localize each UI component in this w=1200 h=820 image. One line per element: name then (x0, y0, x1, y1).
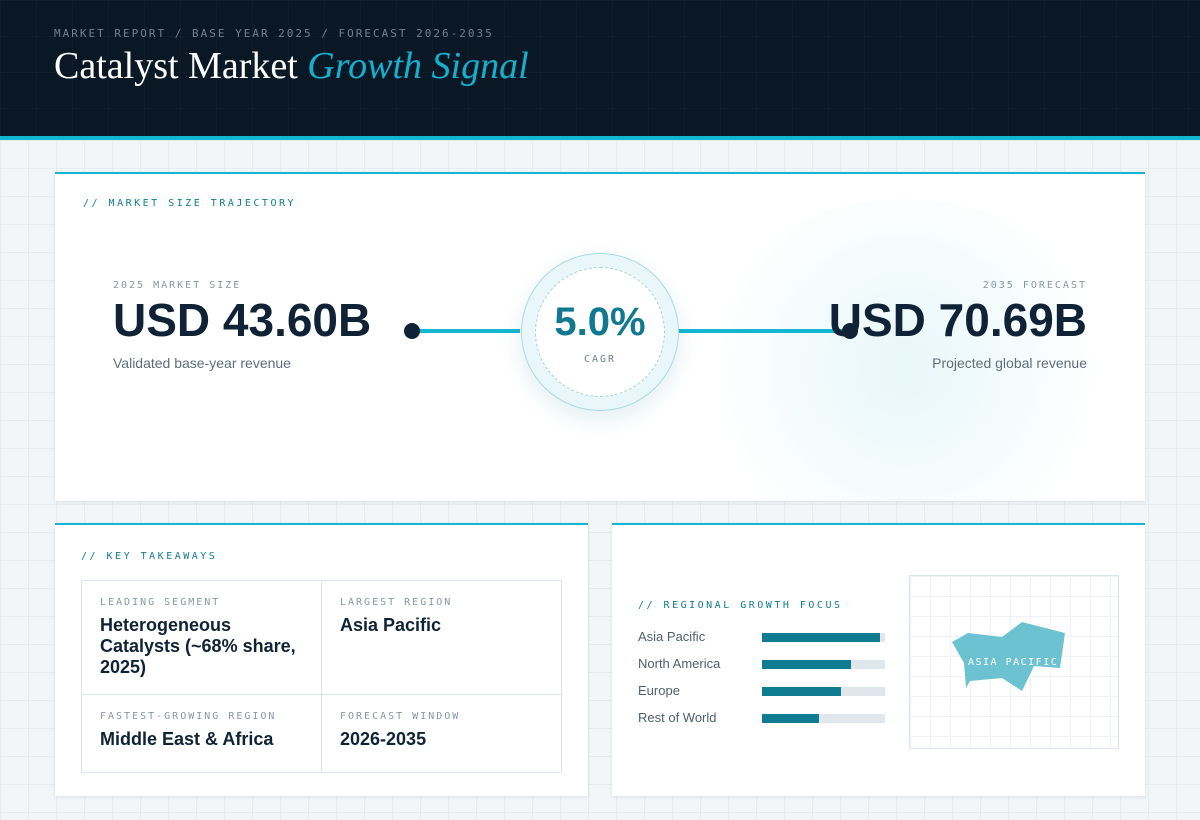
takeaway-largest-region: LARGEST REGION Asia Pacific (322, 581, 561, 695)
regional-bar-label: North America (638, 656, 721, 671)
regional-bar-label: Rest of World (638, 710, 717, 725)
title-accent: Growth Signal (307, 45, 529, 87)
regional-bar-row: North America (638, 656, 888, 683)
takeaway-forecast-window: FORECAST WINDOW 2026-2035 (322, 695, 561, 772)
takeaway-label: FORECAST WINDOW (340, 711, 461, 722)
takeaways-grid: LEADING SEGMENT Heterogeneous Catalysts … (81, 580, 562, 773)
cagr-badge-inner: 5.0% CAGR (535, 267, 665, 397)
base-year-metric: 2025 MARKET SIZE USD 43.60B Validated ba… (113, 280, 371, 371)
takeaway-value: 2026-2035 (340, 729, 427, 749)
forecast-label: 2035 FORECAST (982, 280, 1087, 291)
takeaway-value: Heterogeneous Catalysts (~68% share, 202… (100, 615, 296, 677)
regional-bar-track (762, 687, 885, 696)
takeaway-leading-segment: LEADING SEGMENT Heterogeneous Catalysts … (82, 581, 322, 695)
trajectory-line-left (412, 329, 520, 333)
key-takeaways-card: // KEY TAKEAWAYS LEADING SEGMENT Heterog… (55, 523, 588, 796)
regional-bar-fill (762, 687, 841, 696)
regional-bar-label: Asia Pacific (638, 629, 706, 644)
map-region-label: ASIA PACIFIC (968, 657, 1059, 668)
cagr-value: 5.0% (554, 300, 646, 344)
trajectory-end-dot (842, 323, 858, 339)
regional-growth-card: // REGIONAL GROWTH FOCUS Asia Pacific No… (612, 523, 1145, 796)
regional-bar-label: Europe (638, 683, 680, 698)
trajectory-start-dot (404, 323, 420, 339)
section-label-trajectory: // MARKET SIZE TRAJECTORY (83, 198, 297, 209)
title-main: Catalyst Market (54, 45, 298, 87)
regional-bar-fill (762, 714, 819, 723)
regional-bar-fill (762, 633, 881, 642)
market-size-trajectory-card: // MARKET SIZE TRAJECTORY 2025 MARKET SI… (55, 172, 1145, 501)
takeaway-fastest-growing-region: FASTEST-GROWING REGION Middle East & Afr… (82, 695, 322, 772)
regional-bar-row: Rest of World (638, 710, 888, 737)
takeaway-value: Asia Pacific (340, 615, 442, 635)
report-eyebrow: MARKET REPORT / BASE YEAR 2025 / FORECAS… (54, 27, 494, 40)
forecast-caption: Projected global revenue (932, 355, 1087, 371)
trajectory-line-right (663, 329, 853, 333)
regional-bar-track (762, 660, 885, 669)
forecast-metric: 2035 FORECAST USD 70.69B Projected globa… (829, 280, 1087, 371)
regional-bar-track (762, 714, 885, 723)
cagr-label: CAGR (583, 354, 617, 365)
regional-bar-fill (762, 660, 851, 669)
cagr-badge: 5.0% CAGR (521, 253, 679, 411)
base-year-caption: Validated base-year revenue (113, 355, 291, 371)
takeaway-label: LEADING SEGMENT (100, 597, 221, 608)
regional-bar-list: Asia Pacific North America Europe Rest o… (638, 629, 888, 737)
section-label-regional: // REGIONAL GROWTH FOCUS (638, 600, 843, 611)
page-title: Catalyst Market Growth Signal (54, 44, 529, 88)
takeaway-value: Middle East & Africa (100, 729, 274, 749)
section-label-takeaways: // KEY TAKEAWAYS (81, 551, 218, 562)
takeaway-label: LARGEST REGION (340, 597, 453, 608)
regional-bar-track (762, 633, 885, 642)
region-map: ASIA PACIFIC (909, 575, 1119, 749)
base-year-label: 2025 MARKET SIZE (113, 280, 242, 291)
regional-bar-row: Asia Pacific (638, 629, 888, 656)
takeaway-label: FASTEST-GROWING REGION (100, 711, 277, 722)
base-year-value: USD 43.60B (113, 294, 372, 346)
regional-bar-row: Europe (638, 683, 888, 710)
header-banner: MARKET REPORT / BASE YEAR 2025 / FORECAS… (0, 0, 1200, 140)
asia-pacific-map-shape (952, 622, 1065, 691)
background-glow (685, 199, 1125, 501)
forecast-value: USD 70.69B (828, 294, 1087, 346)
